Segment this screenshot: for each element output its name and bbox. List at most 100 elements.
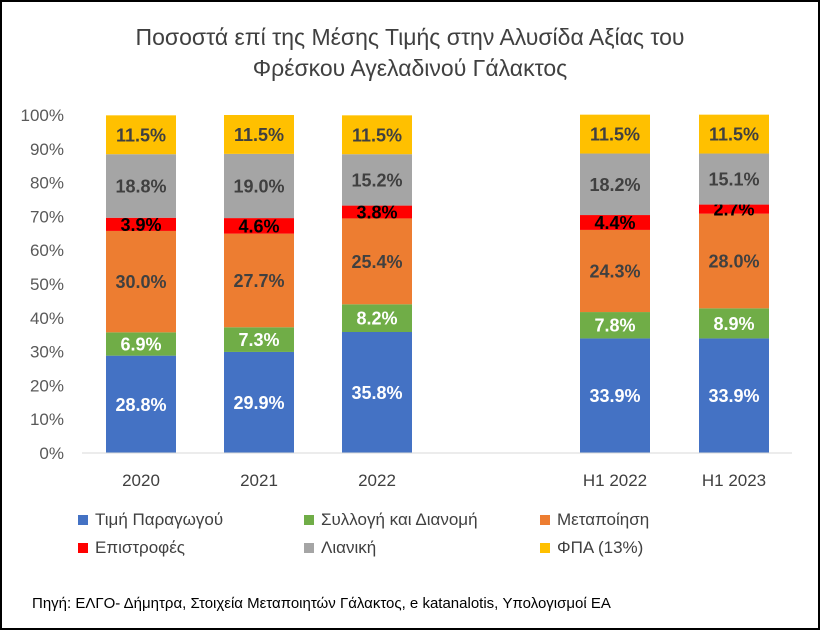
- data-label: 8.2%: [356, 309, 397, 329]
- bar-segment: [699, 213, 769, 309]
- bar-segment: [106, 115, 176, 155]
- legend-item-producer-price: Τιμή Παραγωγού: [78, 510, 304, 530]
- bar-segment: [699, 153, 769, 205]
- data-label: 3.8%: [356, 203, 397, 223]
- y-tick-label: 90%: [30, 140, 64, 159]
- bar-segment: [224, 218, 294, 234]
- bar-segment: [580, 153, 650, 216]
- chart-title-line-2: Φρέσκου Αγελαδινού Γάλακτος: [252, 55, 568, 81]
- x-tick-label: 2022: [358, 471, 396, 490]
- bar-segment: [580, 338, 650, 453]
- bar-segment: [106, 332, 176, 356]
- chart-title: Ποσοστά επί της Μέσης Τιμής στην Αλυσίδα…: [2, 22, 818, 84]
- x-tick-label: 2021: [240, 471, 278, 490]
- data-label: 11.5%: [709, 125, 759, 145]
- bar-segment: [699, 308, 769, 339]
- y-tick-label: 80%: [30, 174, 64, 193]
- bar-segment: [580, 215, 650, 230]
- legend-label: Λιανική: [321, 538, 377, 557]
- bar-segment: [224, 153, 294, 219]
- data-label: 11.5%: [116, 125, 166, 145]
- x-tick-label: H1 2023: [702, 471, 766, 490]
- legend-label: Συλλογή και Διανομή: [321, 510, 478, 529]
- bar-segment: [342, 154, 412, 206]
- data-label: 18.8%: [115, 176, 166, 196]
- stacked-bar-chart: 0% 10% 20% 30% 40% 50% 60% 70% 80% 90% 100% 28.8% 6.…: [21, 106, 792, 490]
- y-tick-label: 60%: [30, 241, 64, 260]
- data-label: 11.5%: [352, 125, 402, 145]
- legend-swatch: [304, 543, 314, 553]
- data-label: 28.0%: [708, 252, 759, 272]
- data-label: 7.8%: [594, 316, 635, 336]
- data-label: 11.5%: [590, 125, 640, 145]
- data-label: 6.9%: [120, 334, 161, 354]
- x-tick-label: 2020: [122, 471, 160, 490]
- legend-label: Μεταποίηση: [557, 510, 650, 529]
- bar-segment: [580, 114, 650, 154]
- data-label: 11.5%: [234, 125, 284, 145]
- legend-item-returns: Επιστροφές: [78, 538, 304, 558]
- bar-segment: [342, 218, 412, 305]
- bar-segment: [699, 114, 769, 154]
- legend-swatch: [78, 515, 88, 525]
- bar-segment: [106, 355, 176, 453]
- y-tick-label: 100%: [21, 106, 64, 125]
- bar-segment: [342, 205, 412, 219]
- y-tick-label: 50%: [30, 275, 64, 294]
- bar-segment: [580, 312, 650, 339]
- bar-segment: [342, 331, 412, 453]
- data-label: 18.2%: [589, 175, 640, 195]
- data-label: 15.2%: [351, 170, 402, 190]
- data-label: 19.0%: [233, 176, 284, 196]
- data-label: 4.4%: [594, 213, 635, 233]
- data-label: 25.4%: [351, 252, 402, 272]
- y-tick-label: 0%: [39, 444, 64, 463]
- bar-segment: [580, 229, 650, 313]
- y-tick-label: 20%: [30, 376, 64, 395]
- legend-swatch: [540, 543, 550, 553]
- data-label: 35.8%: [351, 383, 402, 403]
- source-note: Πηγή: ΕΛΓΟ- Δήμητρα, Στοιχεία Μεταποιητώ…: [32, 595, 611, 612]
- bar-segment: [224, 327, 294, 352]
- legend-item-retail: Λιανική: [304, 538, 540, 558]
- data-label: 27.7%: [233, 271, 284, 291]
- bar-segment: [224, 115, 294, 154]
- legend-swatch: [304, 515, 314, 525]
- data-label: 30.0%: [115, 272, 166, 292]
- legend-item-vat: ΦΠΑ (13%): [540, 538, 740, 558]
- x-tick-label: H1 2022: [583, 471, 647, 490]
- bar-segment: [224, 233, 294, 328]
- bar-segment: [106, 154, 176, 218]
- data-label: 4.6%: [238, 216, 279, 236]
- legend-item-processing: Μεταποίηση: [540, 510, 740, 530]
- legend-swatch: [78, 543, 88, 553]
- bar-segment: [106, 217, 176, 231]
- data-label: 33.9%: [708, 386, 759, 406]
- legend-swatch: [540, 515, 550, 525]
- y-tick-label: 70%: [30, 207, 64, 226]
- bar-segment: [106, 230, 176, 333]
- bar-segment: [699, 338, 769, 453]
- legend-label: Τιμή Παραγωγού: [95, 510, 224, 529]
- data-label: 24.3%: [589, 261, 640, 281]
- bar-segment: [224, 351, 294, 453]
- bar-segment: [342, 115, 412, 155]
- legend-label: ΦΠΑ (13%): [557, 538, 644, 557]
- chart-title-line-1: Ποσοστά επί της Μέσης Τιμής στην Αλυσίδα…: [135, 24, 685, 50]
- bar-segment: [342, 304, 412, 332]
- data-label: 33.9%: [589, 386, 640, 406]
- y-tick-label: 40%: [30, 309, 64, 328]
- legend-item-collection-distribution: Συλλογή και Διανομή: [304, 510, 540, 530]
- data-label: 15.1%: [708, 170, 759, 190]
- y-tick-label: 10%: [30, 410, 64, 429]
- data-label: 29.9%: [233, 393, 284, 413]
- legend-label: Επιστροφές: [95, 538, 185, 557]
- data-label: 7.3%: [238, 330, 279, 350]
- legend: Τιμή Παραγωγού Συλλογή και Διανομή Μεταπ…: [78, 510, 778, 558]
- bar-segment: [699, 204, 769, 214]
- data-label: 2.7%: [713, 200, 754, 220]
- data-label: 3.9%: [120, 215, 161, 235]
- data-label: 28.8%: [115, 395, 166, 415]
- y-tick-label: 30%: [30, 343, 64, 362]
